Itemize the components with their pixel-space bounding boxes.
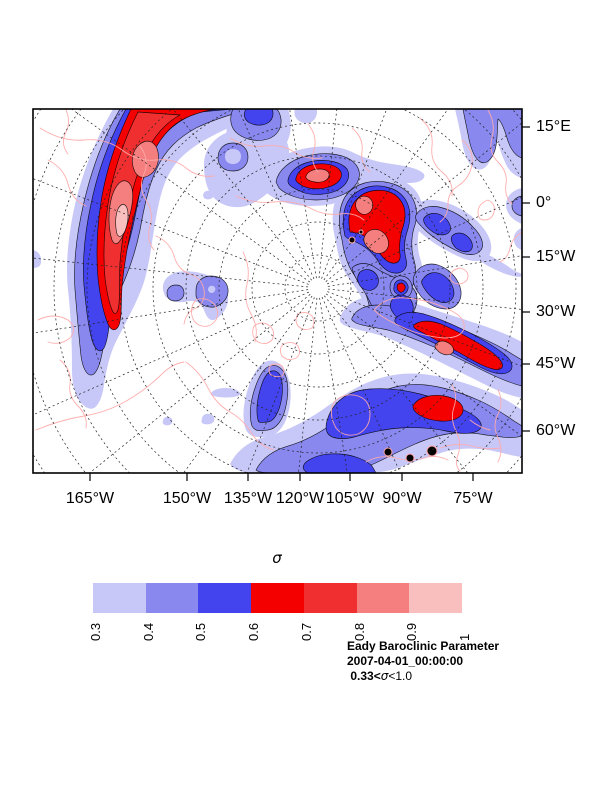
coastline-layer [35, 109, 522, 472]
annotation-range-sigma: σ [380, 669, 389, 683]
latitude-circle [119, 109, 517, 473]
latitude-circle [86, 109, 522, 473]
x-axis-label: 90°W [382, 490, 422, 507]
annotation-range-suffix: <1.0 [388, 669, 413, 683]
contour-light-cores [208, 149, 241, 294]
latitude-circle [284, 254, 352, 322]
legend-color-cell [198, 583, 252, 613]
y-axis-label: 30°W [536, 303, 576, 320]
y-axis-label: 0° [536, 194, 552, 211]
legend-title: σ [272, 549, 282, 567]
axis-ticks [89, 126, 530, 481]
y-axis-label: 45°W [536, 355, 576, 372]
annotation-range: 0.33<σ<1.0 [347, 669, 499, 684]
meridian-line [33, 289, 309, 334]
annotation-title: Eady Baroclinic Parameter [347, 639, 500, 653]
annotation-block: Eady Baroclinic Parameter 2007-04-01_00:… [347, 639, 499, 684]
legend-break-label: 0.5 [193, 622, 209, 641]
graticule-layer [33, 109, 522, 473]
x-axis-label: 75°W [453, 490, 493, 507]
y-axis-label: 15°W [536, 248, 576, 265]
legend-color-cell [409, 583, 463, 613]
x-axis-label: 150°W [162, 490, 212, 507]
legend-colorbar [93, 583, 463, 613]
legend-color-cell [145, 583, 199, 613]
legend-break-label: 0.4 [140, 622, 156, 641]
x-axis-label: 120°W [275, 490, 325, 507]
latitude-circle [185, 155, 451, 421]
map-content [33, 109, 522, 473]
y-axis-label: 15°E [536, 118, 571, 135]
legend-break-label: 0.6 [246, 622, 262, 641]
x-axis-label: 105°W [325, 490, 375, 507]
legend-color-cell [251, 583, 304, 613]
contour-fill-level6 [115, 204, 129, 237]
legend-color-cell [93, 583, 146, 613]
latitude-circle [251, 221, 385, 355]
map-frame [32, 108, 523, 474]
latitude-circle [218, 188, 418, 388]
legend-color-cell [303, 583, 357, 613]
legend-break-label: 0.3 [88, 622, 103, 641]
x-axis-label: 165°W [65, 490, 115, 507]
legend-color-cell [356, 583, 410, 613]
annotation-timestamp: 2007-04-01_00:00:00 [347, 654, 464, 668]
y-axis-label: 60°W [536, 422, 576, 439]
x-axis-label: 135°W [223, 490, 273, 507]
annotation-range-prefix: 0.33< [350, 669, 381, 683]
latitude-circle [152, 122, 484, 454]
legend-break-label: 0.7 [298, 622, 314, 641]
